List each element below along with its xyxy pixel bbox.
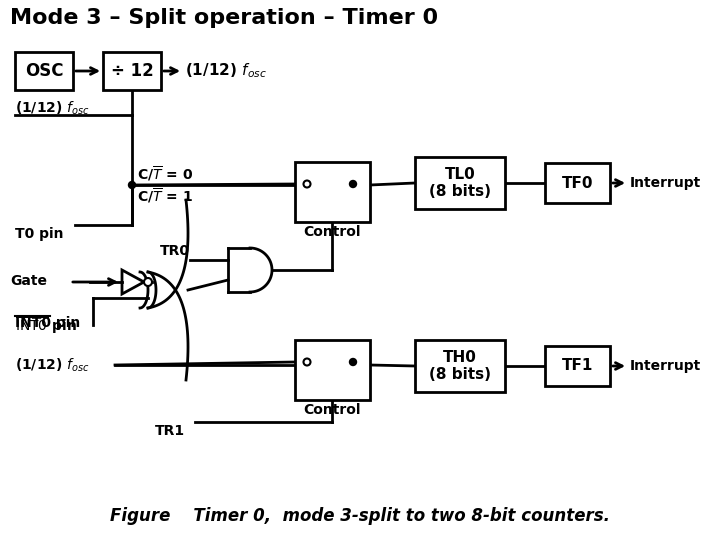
Text: TF0: TF0	[562, 176, 593, 191]
Text: C/$\overline{T}$ = 0: C/$\overline{T}$ = 0	[137, 165, 193, 183]
Text: Control: Control	[304, 225, 361, 239]
Text: TL0
(8 bits): TL0 (8 bits)	[429, 167, 491, 199]
Text: T0 pin: T0 pin	[15, 227, 63, 241]
Bar	[103, 52, 161, 90]
Circle shape	[128, 181, 135, 188]
Text: Interrupt: Interrupt	[630, 359, 701, 373]
Text: (1/12) $f_{osc}$: (1/12) $f_{osc}$	[185, 62, 267, 80]
Text: TR1: TR1	[155, 424, 185, 438]
Circle shape	[304, 180, 310, 187]
Text: (1/12) $f_{osc}$: (1/12) $f_{osc}$	[15, 100, 90, 117]
Circle shape	[304, 359, 310, 366]
Text: (1/12) $f_{osc}$: (1/12) $f_{osc}$	[15, 356, 90, 374]
Text: Mode 3 – Split operation – Timer 0: Mode 3 – Split operation – Timer 0	[10, 8, 438, 28]
Text: TR0: TR0	[160, 244, 190, 258]
Text: ÷ 12: ÷ 12	[111, 62, 153, 80]
Bar	[295, 340, 370, 400]
Bar	[545, 346, 610, 386]
Text: OSC: OSC	[24, 62, 63, 80]
Text: C/$\overline{T}$ = 1: C/$\overline{T}$ = 1	[137, 187, 193, 205]
Circle shape	[349, 359, 356, 366]
Circle shape	[349, 180, 356, 187]
Text: Figure    Timer 0,  mode 3-split to two 8-bit counters.: Figure Timer 0, mode 3-split to two 8-bi…	[110, 507, 610, 525]
Bar	[295, 162, 370, 222]
Bar	[545, 163, 610, 203]
Text: $\overline{\mathrm{INT0}}$ pin: $\overline{\mathrm{INT0}}$ pin	[15, 316, 77, 336]
Text: TF1: TF1	[562, 359, 593, 374]
Text: Interrupt: Interrupt	[630, 176, 701, 190]
Bar	[415, 157, 505, 209]
Text: TH0
(8 bits): TH0 (8 bits)	[429, 350, 491, 382]
Text: INT0 pin: INT0 pin	[15, 316, 80, 330]
Text: Control: Control	[304, 403, 361, 417]
Text: Gate: Gate	[10, 274, 47, 288]
Circle shape	[144, 278, 152, 286]
Bar	[415, 340, 505, 392]
Bar	[15, 52, 73, 90]
